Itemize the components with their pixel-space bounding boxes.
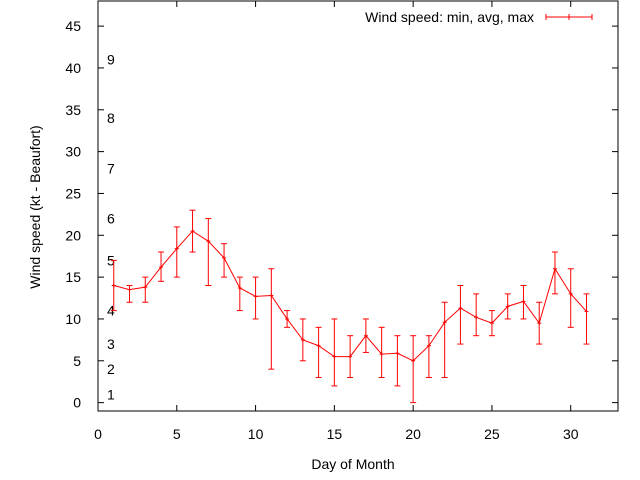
data-point bbox=[143, 285, 148, 290]
data-point bbox=[363, 333, 368, 338]
x-tick-label: 15 bbox=[327, 426, 343, 442]
legend-label: Wind speed: min, avg, max bbox=[365, 9, 534, 25]
y-tick-label: 5 bbox=[73, 353, 81, 369]
x-tick-label: 25 bbox=[484, 426, 500, 442]
data-point bbox=[489, 321, 494, 326]
y-tick-label: 30 bbox=[65, 144, 81, 160]
data-point bbox=[552, 266, 557, 271]
y-tick-label: 10 bbox=[65, 311, 81, 327]
x-tick-label: 0 bbox=[94, 426, 102, 442]
beaufort-label: 7 bbox=[107, 160, 115, 176]
x-axis-ticks: 0 5 10 15 20 25 30 bbox=[94, 1, 579, 442]
beaufort-label: 8 bbox=[107, 110, 115, 126]
y-tick-label: 35 bbox=[65, 102, 81, 118]
beaufort-label: 1 bbox=[107, 386, 115, 402]
data-point bbox=[458, 306, 463, 311]
data-point bbox=[442, 320, 447, 325]
y-axis-label: Wind speed (kt - Beaufort) bbox=[27, 125, 43, 288]
x-tick-label: 10 bbox=[248, 426, 264, 442]
data-point bbox=[253, 294, 258, 299]
y-tick-label: 0 bbox=[73, 395, 81, 411]
data-point bbox=[332, 354, 337, 359]
x-tick-label: 5 bbox=[173, 426, 181, 442]
data-point bbox=[316, 343, 321, 348]
x-tick-label: 20 bbox=[405, 426, 421, 442]
data-point bbox=[269, 293, 274, 298]
wind-series bbox=[110, 209, 590, 404]
data-point bbox=[411, 358, 416, 363]
beaufort-label: 6 bbox=[107, 211, 115, 227]
y-tick-label: 45 bbox=[65, 18, 81, 34]
beaufort-label: 3 bbox=[107, 336, 115, 352]
data-point bbox=[285, 316, 290, 321]
x-tick-label: 30 bbox=[563, 426, 579, 442]
x-axis-label: Day of Month bbox=[311, 456, 394, 472]
legend-point-marker bbox=[566, 14, 572, 20]
data-point bbox=[222, 255, 227, 260]
beaufort-label: 9 bbox=[107, 52, 115, 68]
data-point bbox=[300, 337, 305, 342]
y-tick-label: 20 bbox=[65, 227, 81, 243]
data-point bbox=[568, 291, 573, 296]
data-point bbox=[348, 354, 353, 359]
data-point bbox=[206, 239, 211, 244]
data-point bbox=[127, 287, 132, 292]
data-point bbox=[505, 304, 510, 309]
data-point bbox=[521, 299, 526, 304]
data-point bbox=[426, 343, 431, 348]
data-point bbox=[537, 321, 542, 326]
data-point bbox=[379, 352, 384, 357]
legend: Wind speed: min, avg, max bbox=[365, 9, 593, 25]
data-point bbox=[584, 309, 589, 314]
data-point bbox=[395, 351, 400, 356]
beaufort-label: 2 bbox=[107, 361, 115, 377]
data-point bbox=[159, 265, 164, 270]
y-axis-ticks: 0 5 10 15 20 25 30 35 40 45 bbox=[65, 18, 618, 411]
data-point bbox=[111, 283, 116, 288]
data-point bbox=[474, 315, 479, 320]
data-point bbox=[174, 246, 179, 251]
y-tick-label: 25 bbox=[65, 185, 81, 201]
data-point bbox=[237, 286, 242, 290]
data-point bbox=[190, 229, 195, 234]
plot-frame bbox=[97, 0, 619, 412]
y-tick-label: 15 bbox=[65, 269, 81, 285]
y-tick-label: 40 bbox=[65, 60, 81, 76]
